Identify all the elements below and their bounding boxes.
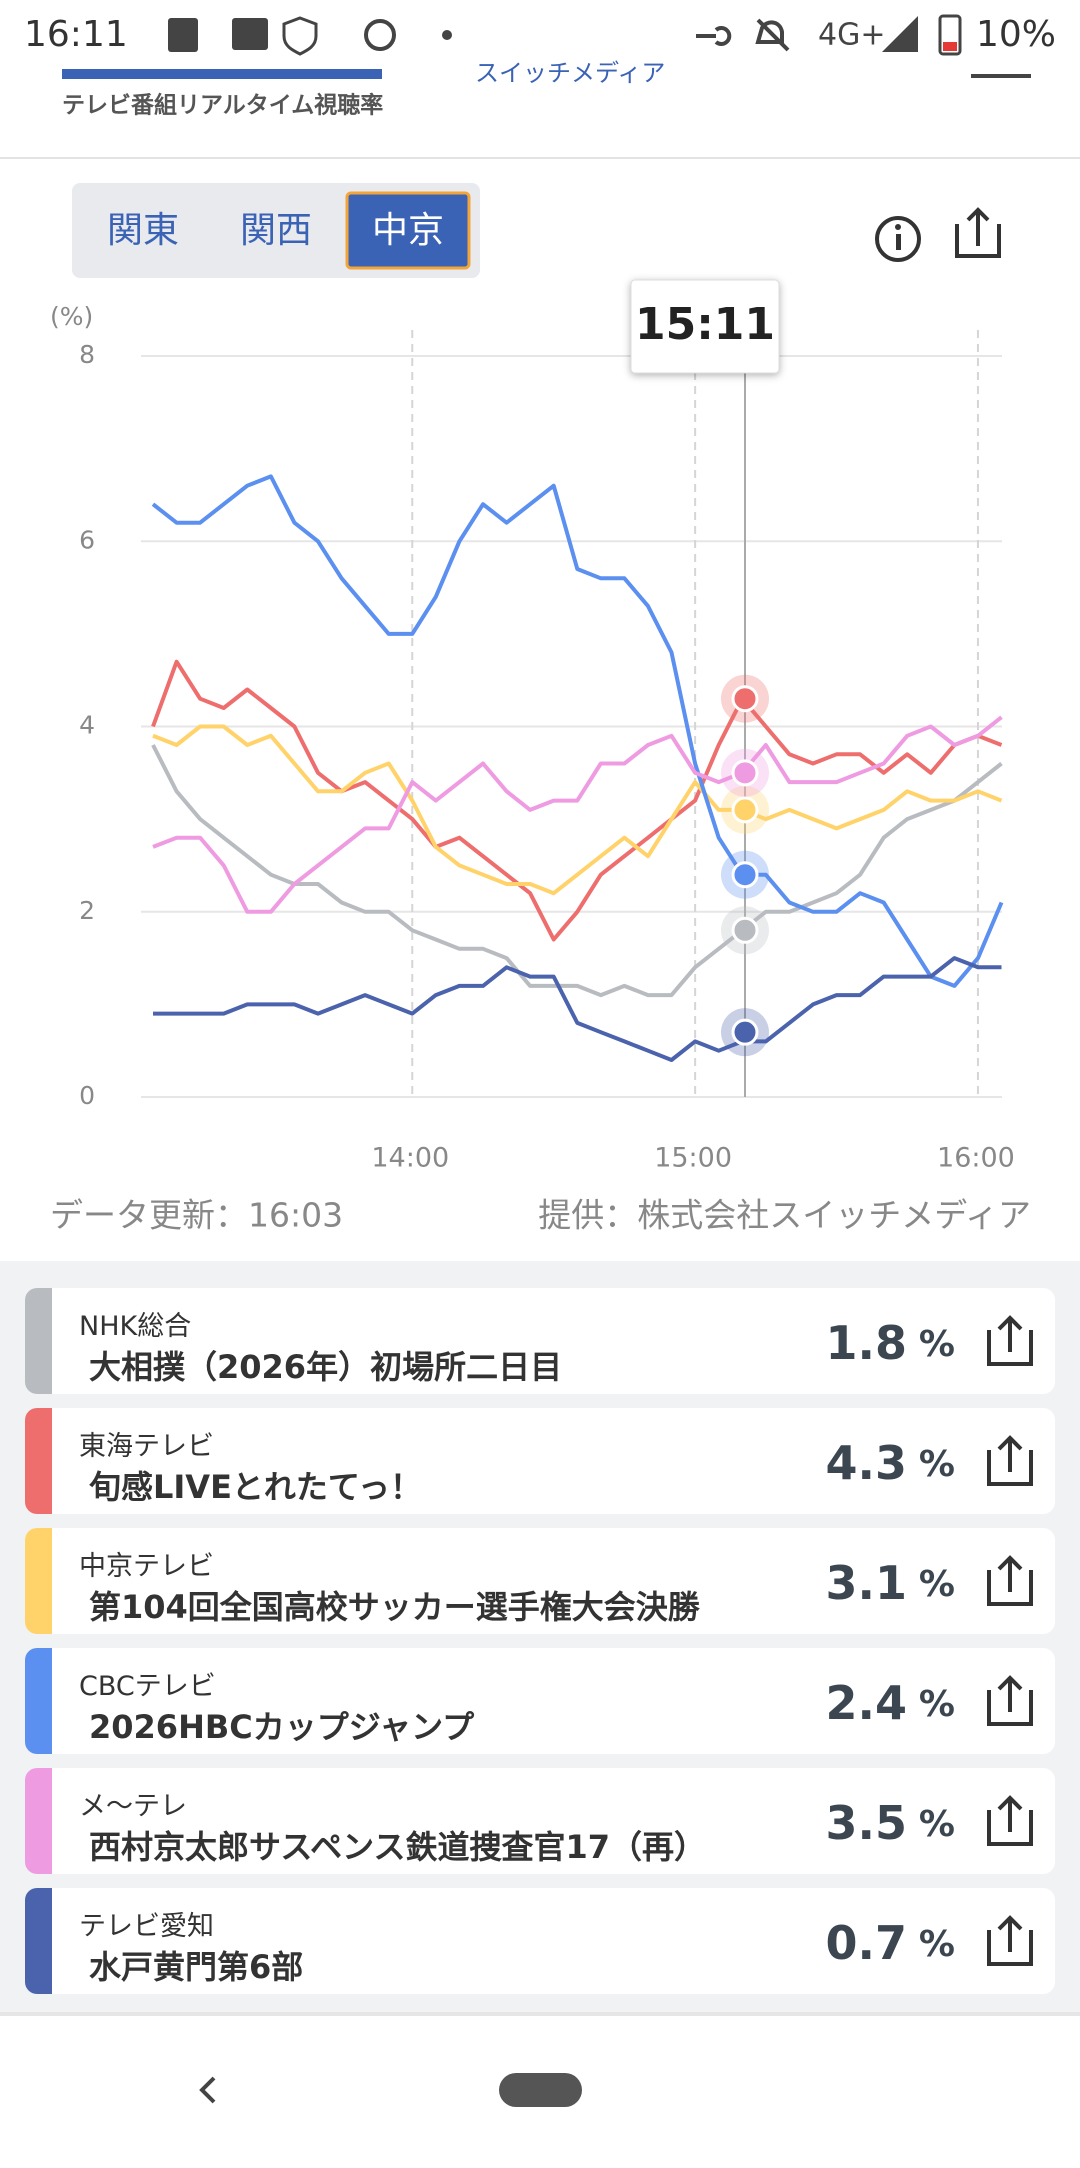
info-icon[interactable] <box>875 216 921 262</box>
rating-unit: % <box>918 1804 955 1845</box>
logo-clip <box>62 69 382 79</box>
row-share-icon[interactable] <box>983 1434 1037 1488</box>
nav-icons <box>199 2073 582 2107</box>
channel-color <box>25 1768 52 1874</box>
share-button[interactable] <box>983 1434 1037 1492</box>
header-brand: スイッチメディア <box>475 59 665 87</box>
x-tick-label: 15:00 <box>654 1143 732 1174</box>
series-line <box>151 659 1003 942</box>
program-title: 西村京太郎サスペンス鉄道捜査官17（再） <box>89 1828 707 1866</box>
x-tick-label: 16:00 <box>937 1143 1015 1174</box>
program-title: 旬感LIVEとれたてっ！ <box>89 1468 423 1506</box>
share-button[interactable] <box>983 1914 1037 1972</box>
share-button[interactable] <box>983 1674 1037 1732</box>
tab-label[interactable]: 関東 <box>107 210 179 251</box>
y-tick-label: 8 <box>79 340 95 369</box>
y-tick-label: 4 <box>79 711 95 740</box>
y-unit: (%) <box>50 302 93 331</box>
share-button[interactable] <box>983 1314 1037 1372</box>
rating: 3.5 <box>825 1796 908 1850</box>
status-battery: 10% <box>976 14 1056 55</box>
row-share-icon[interactable] <box>983 1314 1037 1368</box>
program-row[interactable]: メ〜テレ西村京太郎サスペンス鉄道捜査官17（再） 3.5% <box>25 1768 1055 1874</box>
top-area: 16:11 4G+ 10% テレビ番組リアルタイム視聴率 スイッチメディア (%… <box>0 14 1080 1235</box>
row-share-icon[interactable] <box>983 1554 1037 1608</box>
cursor-dot <box>731 916 759 944</box>
tab-selected[interactable] <box>345 191 471 270</box>
channel-name: CBCテレビ <box>79 1671 216 1702</box>
program-row[interactable]: テレビ愛知水戸黄門第6部 0.7% <box>25 1888 1055 1994</box>
tab-label[interactable]: 関西 <box>240 210 312 251</box>
channel-name: 中京テレビ <box>79 1551 214 1582</box>
share-icon[interactable] <box>955 207 1001 258</box>
home-button[interactable] <box>499 2073 582 2107</box>
channel-color <box>25 1528 52 1634</box>
program-row[interactable]: NHK総合大相撲（2026年）初場所二日目 1.8% <box>25 1288 1055 1394</box>
program-title: 大相撲（2026年）初場所二日目 <box>89 1348 563 1386</box>
rating: 3.1 <box>825 1556 908 1610</box>
cursor-tooltip <box>630 279 780 374</box>
program-title: 第104回全国高校サッカー選手権大会決勝 <box>89 1588 700 1626</box>
channel-name: NHK総合 <box>79 1311 192 1342</box>
channel-color <box>25 1288 52 1394</box>
cursor-dot <box>731 759 759 787</box>
status-icons <box>168 14 962 56</box>
rating-unit: % <box>918 1444 955 1485</box>
share-button[interactable] <box>983 1794 1037 1852</box>
y-tick-label: 2 <box>79 896 95 925</box>
channel-color <box>25 1408 52 1514</box>
series-line <box>153 956 1002 1062</box>
rating-unit: % <box>918 1924 955 1965</box>
series-line <box>151 474 1004 988</box>
series-line <box>152 715 1003 914</box>
plot: 0 2 4 6 8 14:00 15:00 16:00 15:11 <box>79 279 1015 1174</box>
menu-icon[interactable] <box>971 74 1031 78</box>
channel-name: メ〜テレ <box>79 1791 187 1822</box>
channel-color <box>25 1888 52 1994</box>
y-tick-label: 0 <box>79 1081 95 1110</box>
status-network: 4G+ <box>818 18 885 53</box>
row-share-icon[interactable] <box>983 1914 1037 1968</box>
rating: 4.3 <box>825 1436 908 1490</box>
y-tick-label: 6 <box>79 525 95 554</box>
rating-unit: % <box>918 1324 955 1365</box>
rating: 2.4 <box>825 1676 908 1730</box>
program-row[interactable]: CBCテレビ 2026HBCカップジャンプ 2.4% <box>25 1648 1055 1754</box>
cursor-dot <box>731 1018 759 1046</box>
program-row[interactable]: 東海テレビ旬感LIVEとれたてっ！ 4.3% <box>25 1408 1055 1514</box>
rating-unit: % <box>918 1684 955 1725</box>
nav-bar <box>0 2012 1080 2164</box>
cursor-label: 15:11 <box>635 299 775 350</box>
program-title: 水戸黄門第6部 <box>89 1948 304 1986</box>
row-share-icon[interactable] <box>983 1794 1037 1848</box>
status-time: 16:11 <box>24 14 128 55</box>
x-tick-label: 14:00 <box>371 1143 449 1174</box>
program-row[interactable]: 中京テレビ第104回全国高校サッカー選手権大会決勝 3.1% <box>25 1528 1055 1634</box>
series-line <box>152 724 1003 896</box>
rating: 1.8 <box>825 1316 908 1370</box>
share-button[interactable] <box>983 1554 1037 1612</box>
tab-label[interactable]: 中京 <box>372 210 444 251</box>
row-share-icon[interactable] <box>983 1674 1037 1728</box>
footer-provider: 提供：株式会社スイッチメディア <box>538 1196 1031 1235</box>
program-list: NHK総合 大相撲（2026年）初場所二日目 1.8% 東海テレビ 旬感LIVEとれたて… <box>0 1261 1080 2012</box>
channel-name: 東海テレビ <box>79 1431 214 1462</box>
footer-updated: データ更新：16:03 <box>50 1196 343 1235</box>
series-line <box>151 744 1003 998</box>
cursor-dot <box>731 685 759 713</box>
back-button[interactable] <box>199 2076 216 2104</box>
channel-name: テレビ愛知 <box>79 1911 214 1942</box>
program-title: 2026HBCカップジャンプ <box>89 1708 475 1746</box>
cursor-dot <box>731 861 759 889</box>
cursor-dot <box>731 796 759 824</box>
rating: 0.7 <box>825 1916 908 1970</box>
channel-color <box>25 1648 52 1754</box>
rating-unit: % <box>918 1564 955 1605</box>
header-subtitle: テレビ番組リアルタイム視聴率 <box>62 92 383 119</box>
